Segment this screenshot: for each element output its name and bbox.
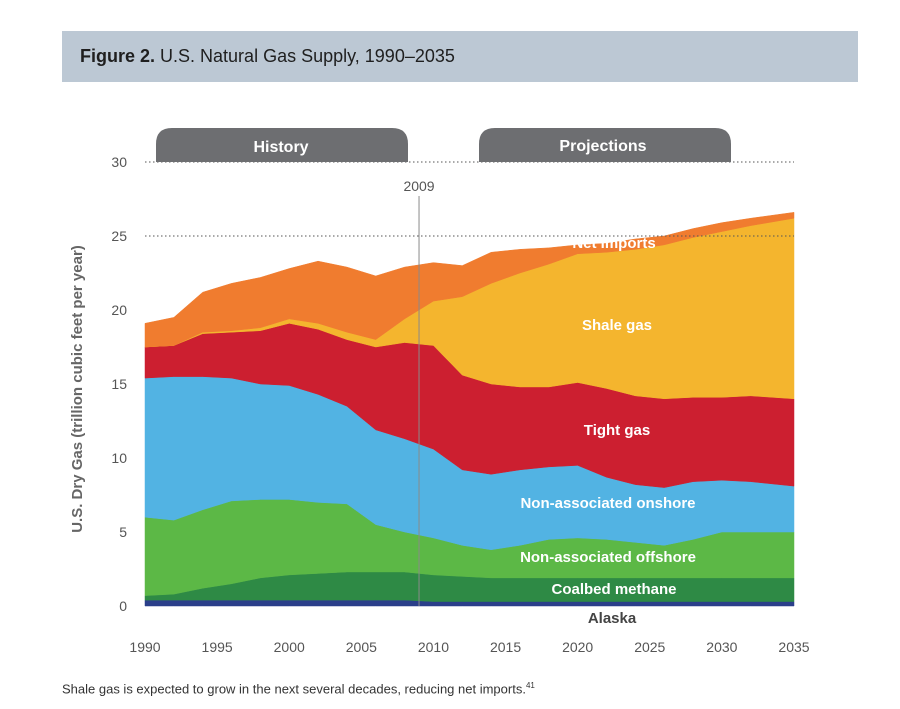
series-label-net-imports: Net imports	[572, 235, 655, 252]
y-tick-label: 30	[111, 154, 127, 170]
x-tick-label: 2015	[490, 639, 521, 655]
x-tick-label: 2020	[562, 639, 593, 655]
y-axis-ticks: 0 5 10 15 20 25 30	[111, 154, 127, 614]
figure-title-text: U.S. Natural Gas Supply, 1990–2035	[160, 46, 455, 66]
y-tick-label: 5	[119, 524, 127, 540]
figure-caption: Shale gas is expected to grow in the nex…	[62, 681, 535, 696]
figure-number: Figure 2.	[80, 46, 156, 66]
x-tick-label: 1990	[129, 639, 160, 655]
series-label-tight-gas: Tight gas	[584, 422, 650, 439]
y-tick-label: 15	[111, 376, 127, 392]
projections-tab-label: Projections	[559, 138, 646, 155]
series-label-coalbed-methane: Coalbed methane	[551, 581, 676, 598]
x-tick-label: 1995	[202, 639, 233, 655]
x-tick-label: 2000	[274, 639, 305, 655]
figure-title: Figure 2. U.S. Natural Gas Supply, 1990–…	[80, 46, 455, 67]
projections-tab	[479, 128, 731, 162]
series-label-non-associated-offshore: Non-associated offshore	[520, 549, 696, 566]
y-tick-label: 25	[111, 228, 127, 244]
divider: 2009	[403, 178, 435, 606]
x-tick-label: 2025	[634, 639, 665, 655]
x-tick-label: 2035	[778, 639, 809, 655]
series-labels: Alaska Coalbed methane Non-associated offs…	[520, 235, 696, 627]
y-tick-label: 10	[111, 450, 127, 466]
area-net-imports	[144, 212, 795, 348]
x-tick-label: 2005	[346, 639, 377, 655]
series-label-shale-gas: Shale gas	[582, 317, 652, 334]
caption-text: Shale gas is expected to grow in the nex…	[62, 681, 526, 697]
caption-reference: 41	[525, 681, 535, 690]
period-tabs: History Projections	[156, 128, 731, 162]
figure-header: Figure 2. U.S. Natural Gas Supply, 1990–…	[62, 31, 858, 82]
y-axis-label: U.S. Dry Gas (trillion cubic feet per ye…	[69, 245, 86, 533]
history-tab	[156, 128, 408, 162]
divider-label: 2009	[403, 178, 434, 194]
x-axis-ticks: 1990 1995 2000 2005 2010 2015 2020 2025 2030 2035	[129, 639, 809, 655]
y-tick-label: 0	[119, 598, 127, 614]
area-layers	[144, 212, 795, 607]
grid-lines	[145, 161, 794, 237]
history-tab-label: History	[253, 139, 308, 156]
x-tick-label: 2030	[706, 639, 737, 655]
series-label-non-associated-onshore: Non-associated onshore	[520, 495, 695, 512]
series-label-alaska: Alaska	[588, 610, 637, 627]
y-tick-label: 20	[111, 302, 127, 318]
x-tick-label: 2010	[418, 639, 449, 655]
